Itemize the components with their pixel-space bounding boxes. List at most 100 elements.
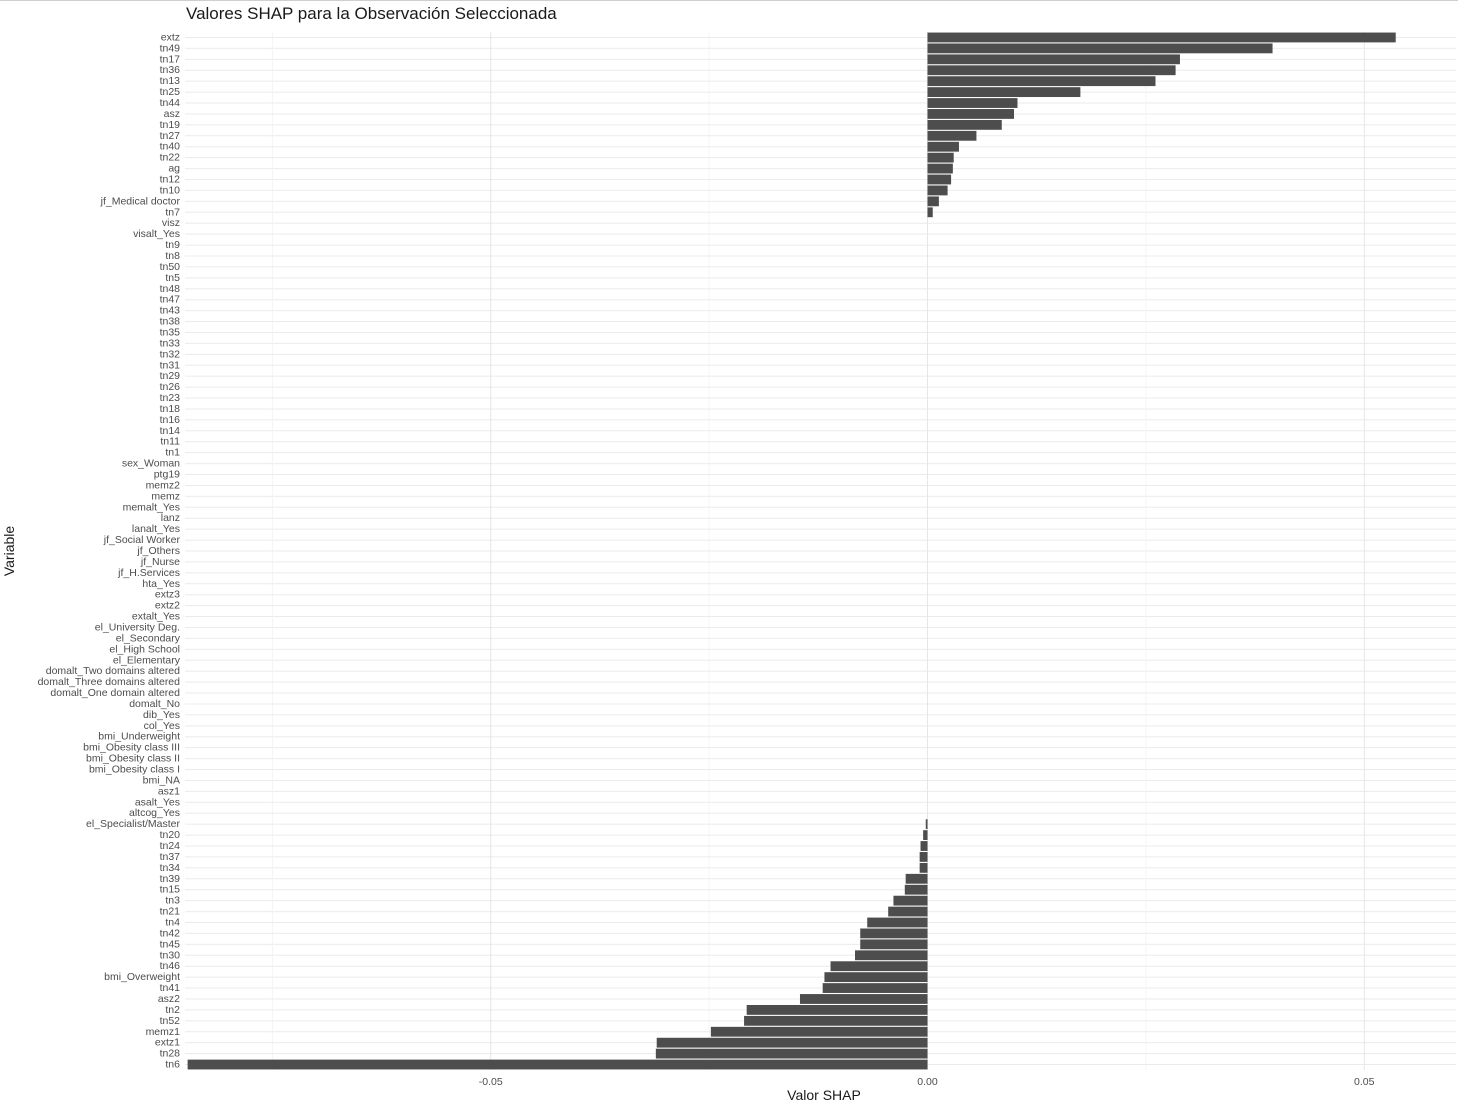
bar	[746, 1004, 928, 1015]
y-tick-label: tn44	[160, 97, 181, 109]
y-tick-label: bmi_NA	[143, 774, 180, 786]
y-tick-label: tn22	[160, 152, 181, 164]
bar	[824, 972, 928, 983]
x-tick-label: 0.00	[917, 1076, 938, 1088]
y-tick-label: tn8	[165, 250, 180, 262]
y-tick-label: bmi_Obesity class II	[86, 753, 180, 765]
y-tick-label: tn2	[165, 1004, 180, 1016]
bar	[923, 830, 928, 841]
y-tick-label: bmi_Overweight	[104, 971, 180, 983]
y-tick-label: tn7	[165, 206, 180, 218]
y-tick-label: tn26	[160, 381, 181, 393]
bar	[927, 87, 1081, 98]
y-tick-label: sex_Woman	[122, 458, 180, 470]
y-tick-label: col_Yes	[144, 720, 180, 732]
bar	[799, 994, 928, 1004]
y-tick-label: el_High School	[109, 643, 180, 655]
bar	[927, 152, 954, 163]
y-tick-label: tn12	[160, 174, 181, 186]
bar	[927, 130, 977, 141]
top-border	[0, 0, 1458, 1]
y-tick-label: tn39	[160, 873, 181, 885]
y-tick-label: tn24	[160, 840, 181, 852]
bar	[187, 1059, 928, 1070]
y-tick-label: tn25	[160, 86, 181, 98]
bar	[927, 76, 1156, 87]
bar	[927, 174, 952, 185]
y-tick-label: jf_Others	[136, 545, 180, 557]
y-tick-label: asz	[164, 108, 180, 120]
bar	[927, 65, 1176, 76]
y-tick-label: extalt_Yes	[132, 611, 180, 623]
bar	[927, 98, 1018, 108]
y-tick-label: tn38	[160, 316, 181, 328]
y-tick-labels: extztn49tn17tn36tn13tn25tn44asztn19tn27t…	[38, 31, 181, 1070]
y-tick-label: tn6	[165, 1059, 180, 1071]
bar	[710, 1026, 928, 1037]
y-tick-label: tn50	[160, 261, 181, 273]
y-tick-label: dib_Yes	[143, 709, 180, 721]
y-tick-label: tn27	[160, 130, 181, 142]
bar	[893, 895, 928, 906]
y-tick-label: tn43	[160, 305, 181, 317]
y-tick-label: jf_Social Worker	[103, 534, 181, 546]
bar	[927, 109, 1014, 119]
y-tick-label: tn28	[160, 1048, 181, 1060]
y-tick-label: memz2	[146, 479, 181, 491]
y-tick-label: domalt_One domain altered	[50, 687, 180, 699]
y-tick-label: domalt_No	[129, 698, 180, 710]
bar	[860, 928, 928, 939]
y-tick-label: memz	[151, 490, 180, 502]
y-tick-label: tn30	[160, 949, 181, 961]
y-tick-label: tn45	[160, 938, 181, 950]
y-tick-label: domalt_Two domains altered	[46, 665, 180, 677]
y-tick-label: ptg19	[154, 469, 180, 481]
y-tick-label: tn36	[160, 64, 181, 76]
y-tick-label: tn46	[160, 960, 181, 972]
x-tick-label: -0.05	[479, 1076, 503, 1088]
y-tick-label: tn42	[160, 927, 181, 939]
y-tick-label: tn52	[160, 1015, 181, 1027]
bar	[925, 819, 928, 830]
bar	[927, 119, 1002, 130]
y-tick-label: memalt_Yes	[123, 501, 180, 513]
y-tick-label: hta_Yes	[142, 578, 180, 590]
y-tick-label: tn29	[160, 370, 181, 382]
y-tick-label: asz2	[158, 993, 180, 1005]
y-tick-label: tn34	[160, 862, 181, 874]
y-tick-label: tn3	[165, 895, 180, 907]
y-tick-label: el_Elementary	[113, 654, 181, 666]
bar	[904, 884, 928, 895]
grid-lines	[185, 32, 1456, 1070]
bar	[656, 1037, 928, 1048]
y-tick-label: tn1	[165, 447, 180, 459]
bar	[888, 906, 928, 917]
bar	[905, 873, 928, 884]
bar	[927, 43, 1273, 54]
y-tick-label: extz2	[155, 600, 180, 612]
y-tick-label: tn40	[160, 141, 181, 153]
chart-title: Valores SHAP para la Observación Selecci…	[186, 4, 557, 23]
y-tick-label: tn48	[160, 283, 181, 295]
y-tick-label: asalt_Yes	[135, 796, 180, 808]
y-tick-label: tn10	[160, 184, 181, 196]
y-tick-label: tn47	[160, 294, 181, 306]
y-tick-label: tn11	[160, 436, 180, 448]
y-tick-label: tn21	[160, 906, 181, 918]
y-tick-label: tn37	[160, 851, 181, 863]
y-tick-label: visalt_Yes	[133, 228, 180, 240]
y-tick-label: tn23	[160, 392, 181, 404]
y-tick-label: tn32	[160, 348, 181, 360]
y-tick-label: domalt_Three domains altered	[38, 676, 181, 688]
y-tick-label: extz1	[155, 1037, 180, 1049]
x-tick-label: 0.05	[1354, 1076, 1375, 1088]
bar	[919, 852, 928, 862]
y-tick-label: visz	[162, 217, 180, 229]
bar	[927, 54, 1180, 65]
y-tick-label: tn14	[160, 425, 181, 437]
bar	[860, 939, 928, 950]
y-tick-label: el_Specialist/Master	[86, 818, 180, 830]
y-tick-label: tn35	[160, 326, 181, 338]
y-tick-label: tn20	[160, 829, 181, 841]
y-tick-label: memz1	[146, 1026, 181, 1038]
